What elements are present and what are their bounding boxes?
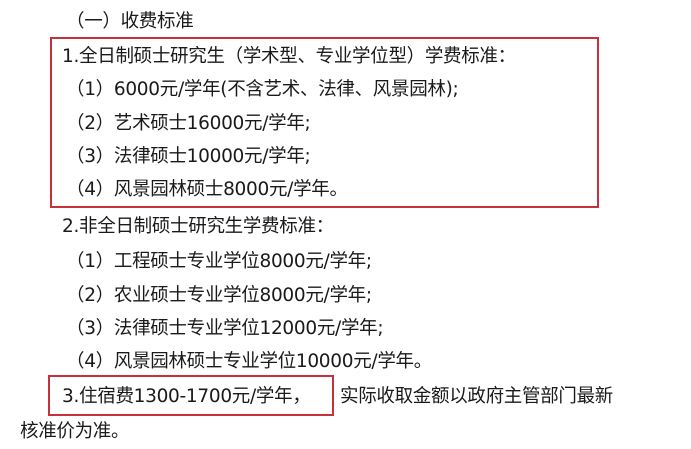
- fulltime-item-4: （4）风景园林硕士8000元/学年。: [66, 179, 348, 200]
- parttime-item-1: （1）工程硕士专业学位8000元/学年;: [66, 251, 372, 272]
- accommodation-note-continued: 核准价为准。: [20, 421, 130, 442]
- fulltime-title: 1.全日制硕士研究生（学术型、专业学位型）学费标准：: [62, 46, 516, 67]
- parttime-title: 2.非全日制硕士研究生学费标准：: [62, 216, 334, 237]
- accommodation-note: 实际收取金额以政府主管部门最新: [340, 386, 614, 407]
- highlight-box-accommodation: [48, 375, 334, 416]
- section-heading: （一）收费标准: [66, 11, 194, 32]
- parttime-item-2: （2）农业硕士专业学位8000元/学年;: [66, 285, 372, 306]
- highlight-box-fulltime: [50, 37, 599, 208]
- fulltime-item-3: （3）法律硕士10000元/学年;: [66, 146, 311, 167]
- parttime-item-4: （4）风景园林硕士专业学位10000元/学年。: [66, 351, 432, 372]
- fulltime-item-1: （1）6000元/学年(不含艺术、法律、风景园林);: [66, 79, 459, 100]
- parttime-item-3: （3）法律硕士专业学位12000元/学年;: [66, 318, 384, 339]
- accommodation-fee: 3.住宿费1300-1700元/学年，: [62, 386, 311, 407]
- fulltime-item-2: （2）艺术硕士16000元/学年;: [66, 113, 311, 134]
